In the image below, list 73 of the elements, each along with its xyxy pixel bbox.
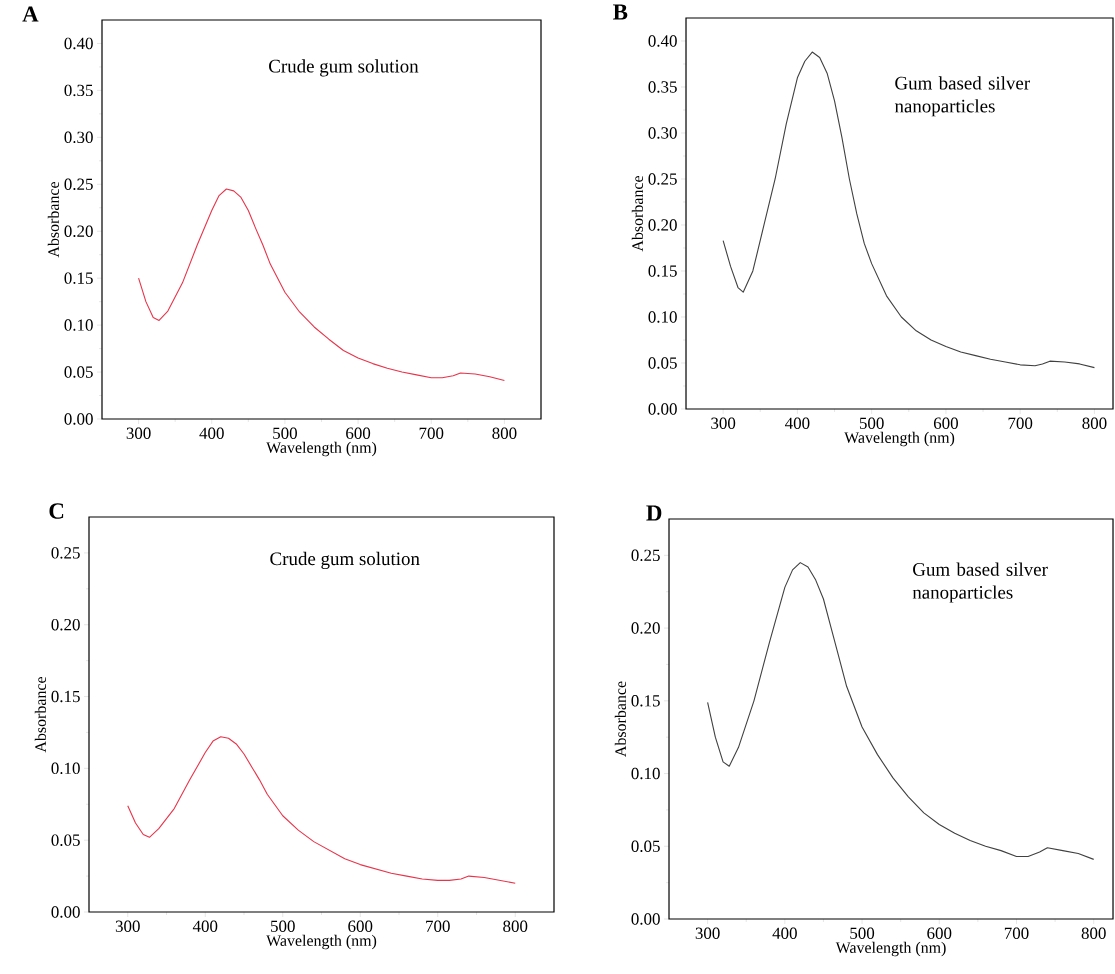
x-tick-label: 300	[711, 417, 736, 429]
line-series	[722, 51, 1095, 369]
y-tick-label: 0.40	[648, 35, 677, 47]
y-tick-label: 0.35	[648, 81, 677, 93]
y-tick-label: 0.15	[51, 690, 80, 703]
y-tick-label: 0.15	[64, 272, 93, 284]
x-tick-label: 700	[1008, 417, 1033, 429]
x-tick-label: 500	[273, 427, 297, 439]
y-tick-label: 0.05	[648, 357, 677, 369]
x-tick-label: 500	[271, 920, 295, 932]
x-tick-label: 700	[1004, 927, 1029, 939]
x-axis-title: Wavelength (nm)	[844, 431, 955, 447]
y-tick-label: 0.25	[51, 547, 80, 559]
y-tick-label: 0.15	[631, 695, 660, 707]
y-tick-label: 0.20	[631, 622, 660, 634]
y-tick-label: 0.10	[648, 311, 677, 323]
y-tick-label: 0.25	[631, 549, 660, 562]
x-tick-label: 600	[933, 417, 958, 429]
x-tick-label: 800	[1082, 417, 1107, 429]
chart-title: C	[49, 503, 64, 519]
x-tick-label: 600	[346, 427, 371, 439]
x-tick-label: 400	[772, 927, 797, 939]
y-tick-label: 0.30	[648, 127, 677, 139]
x-tick-label: 800	[503, 920, 528, 932]
x-tick-label: 300	[695, 927, 720, 939]
y-tick-label: 0.15	[648, 265, 677, 277]
y-tick-label: 0.35	[64, 84, 93, 97]
y-tick-label: 0.00	[631, 913, 660, 925]
y-axis-title: Absorbance	[614, 681, 627, 757]
y-tick-label: 0.10	[631, 767, 660, 780]
x-tick-label: 500	[859, 417, 884, 429]
line-series	[138, 188, 505, 382]
x-tick-label: 600	[348, 920, 373, 932]
x-tick-label: 500	[850, 927, 875, 939]
x-tick-label: 700	[419, 427, 444, 439]
y-tick-label: 0.20	[51, 618, 80, 631]
y-tick-label: 0.25	[648, 173, 677, 185]
y-tick-label: 0.05	[51, 834, 80, 846]
annotation: Crude gum solution	[270, 551, 420, 570]
x-axis-title: Wavelength (nm)	[835, 941, 946, 957]
y-axis-title: Absorbance	[631, 175, 644, 252]
annotation: Crude gum solution	[269, 59, 419, 77]
annotation: Gum based silver nanoparticles	[894, 76, 1030, 117]
x-tick-label: 600	[927, 927, 952, 939]
line-series	[707, 562, 1095, 860]
y-tick-label: 0.05	[64, 366, 93, 378]
x-tick-label: 700	[426, 920, 450, 932]
x-tick-label: 300	[126, 427, 151, 439]
x-axis-title: Wavelength (nm)	[266, 934, 377, 950]
x-tick-label: 400	[192, 920, 218, 932]
y-tick-label: 0.10	[51, 762, 80, 775]
y-tick-label: 0.40	[64, 37, 93, 50]
x-tick-label: 800	[1081, 927, 1106, 939]
x-tick-label: 300	[115, 920, 140, 932]
chart-title: D	[646, 505, 662, 521]
y-tick-label: 0.00	[51, 906, 80, 918]
y-tick-label: 0.00	[648, 403, 677, 415]
chart-title: B	[613, 4, 628, 20]
x-tick-label: 400	[785, 417, 810, 429]
y-tick-label: 0.25	[64, 178, 93, 191]
y-tick-label: 0.30	[64, 131, 93, 144]
annotation: Gum based silver nanoparticles	[912, 562, 1048, 603]
y-tick-label: 0.05	[631, 840, 660, 853]
x-tick-label: 800	[492, 427, 517, 439]
y-axis-title: Absorbance	[47, 181, 59, 258]
x-tick-label: 400	[199, 427, 224, 439]
y-tick-label: 0.10	[64, 319, 93, 331]
y-tick-label: 0.20	[64, 225, 93, 237]
y-axis-title: Absorbance	[34, 676, 46, 753]
chart-title: A	[22, 6, 39, 22]
x-axis-title: Wavelength (nm)	[266, 441, 377, 457]
y-tick-label: 0.20	[648, 219, 677, 231]
y-tick-label: 0.00	[64, 413, 93, 425]
